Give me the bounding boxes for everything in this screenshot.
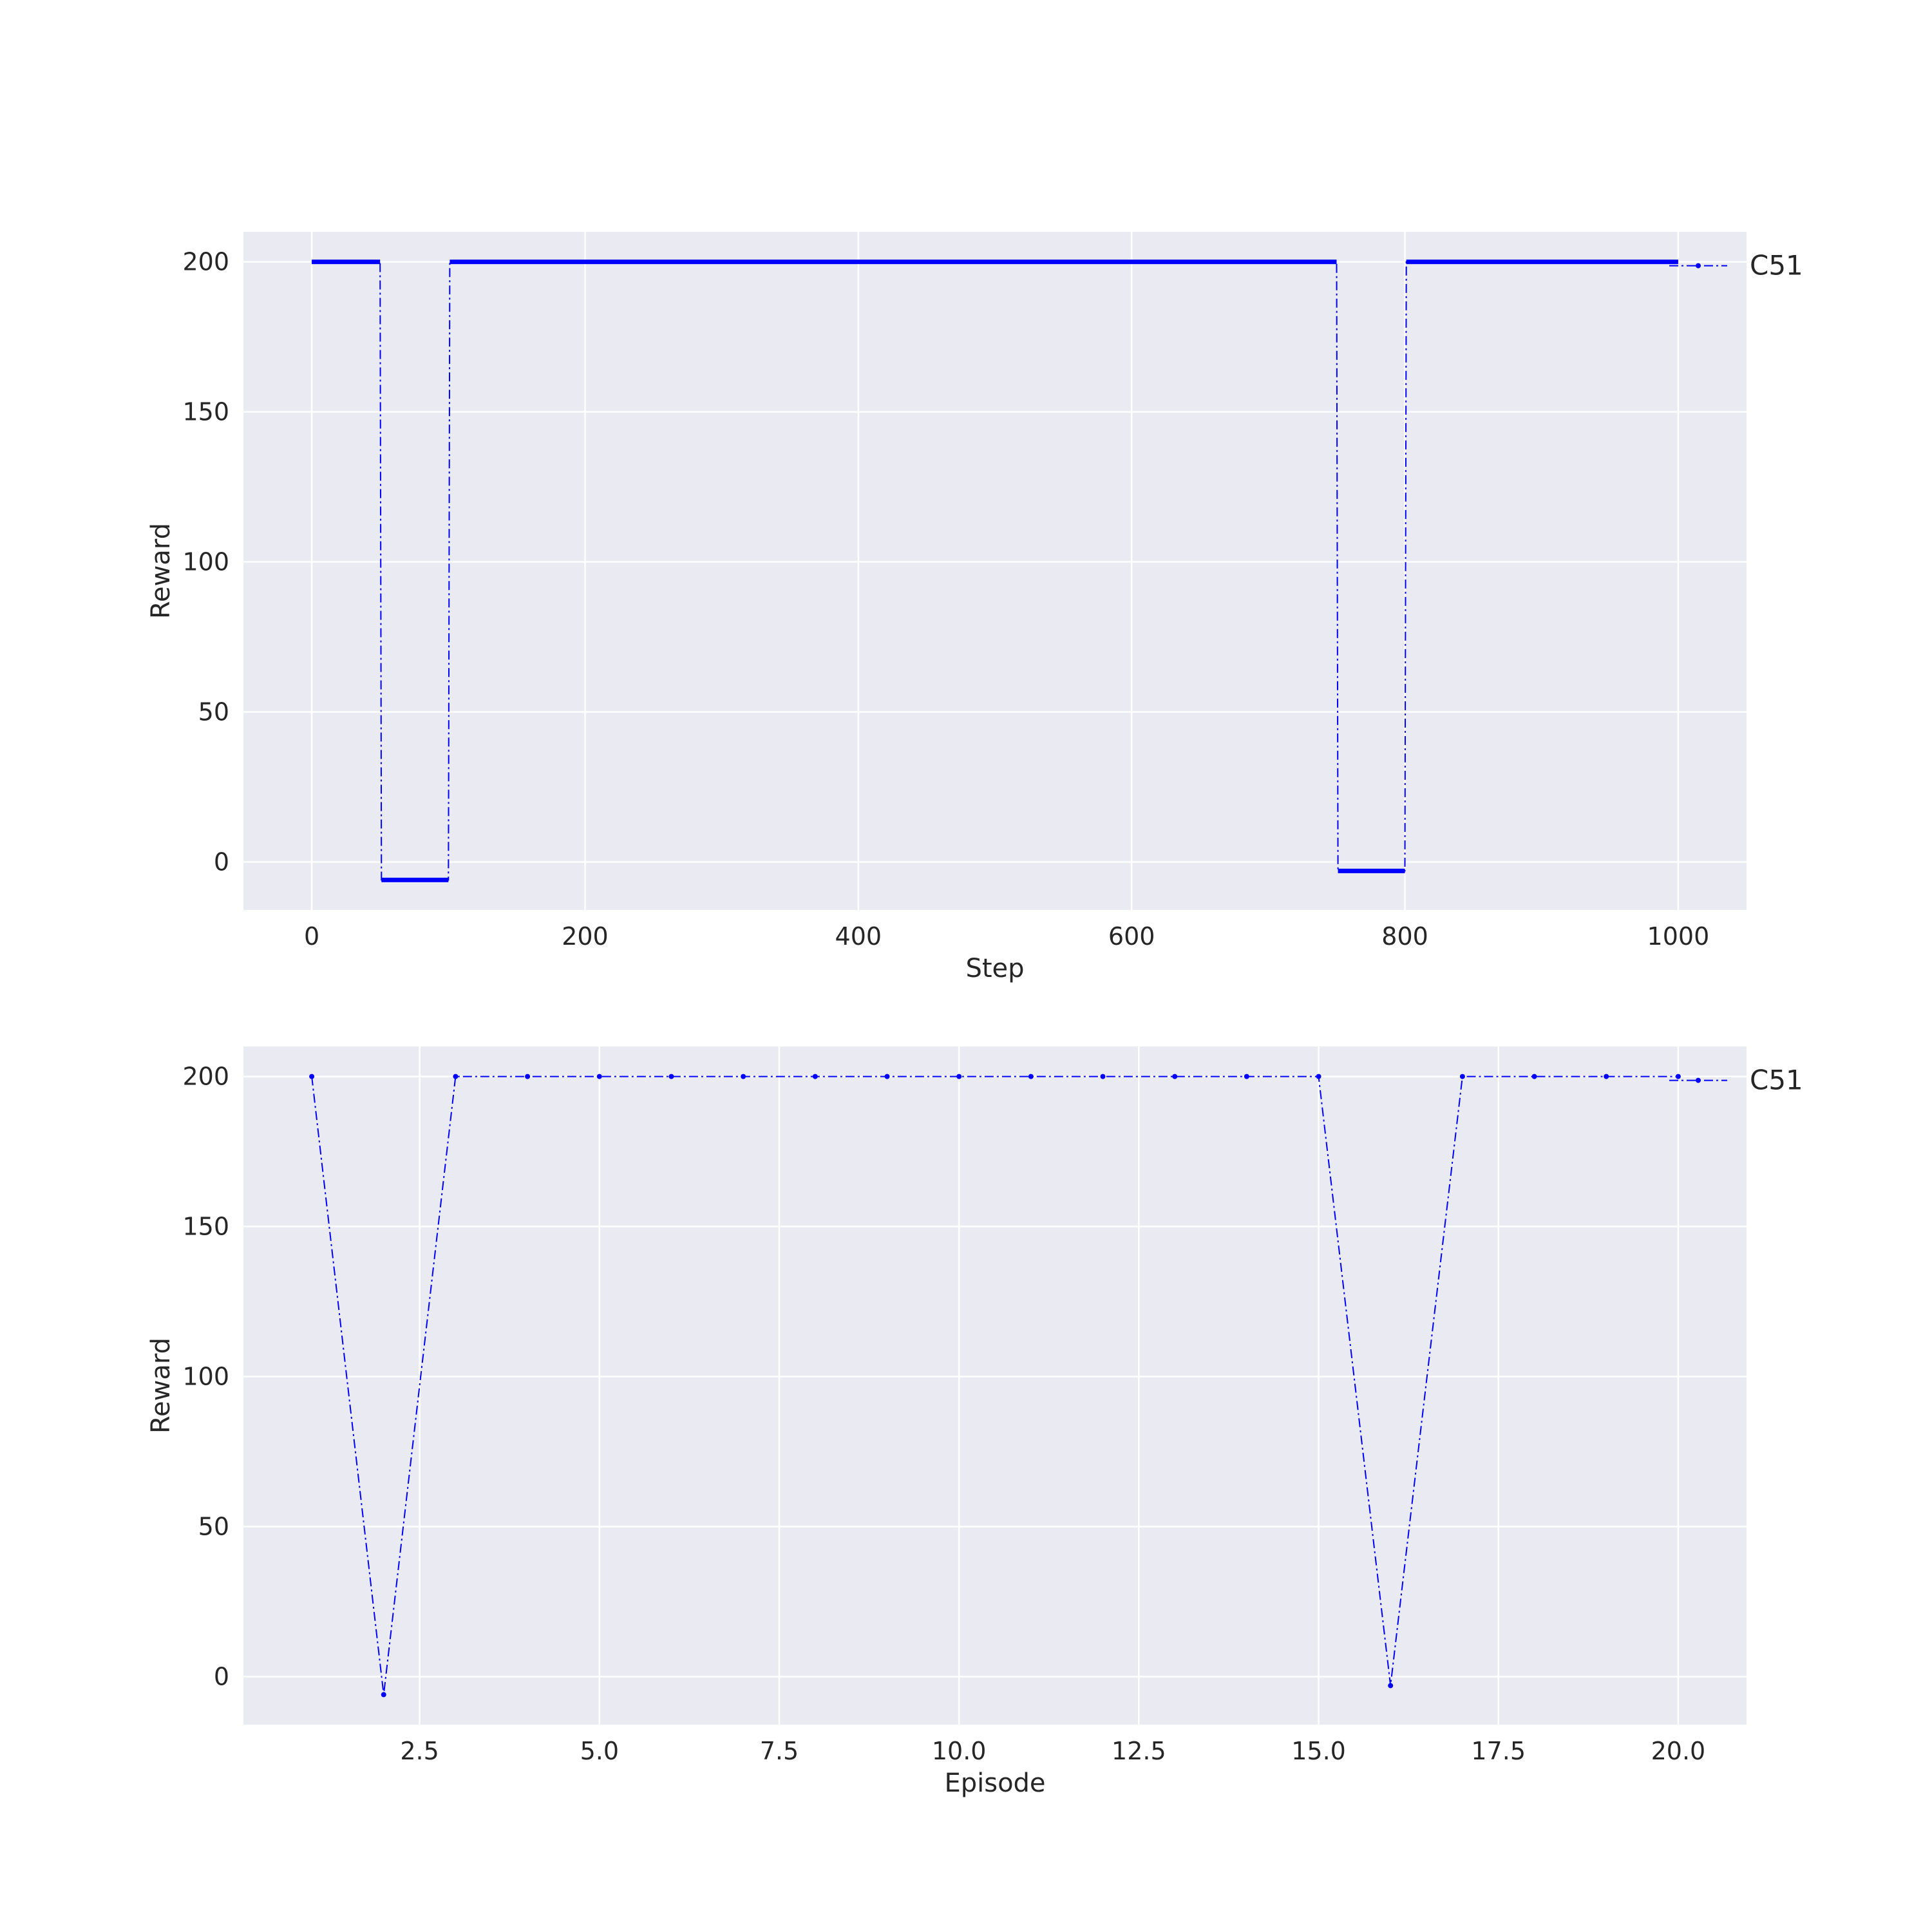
data-point	[309, 1074, 315, 1079]
y-tick-label: 0	[214, 1662, 229, 1690]
x-tick-label: 17.5	[1471, 1737, 1526, 1765]
x-tick-label: 2.5	[400, 1737, 439, 1765]
x-tick-label: 200	[562, 922, 609, 951]
series-line-C51	[311, 1075, 1678, 1695]
x-tick-label: 7.5	[760, 1737, 799, 1765]
plot-area	[243, 1046, 1747, 1725]
x-tick-label: 15.0	[1291, 1737, 1346, 1765]
data-point	[381, 1692, 386, 1698]
chart-panel-2: 0 50 100 150 200 2.5 5.0 7.5 10.0 12.5 15.0 17.5 20.…	[146, 1046, 1803, 1798]
data-point	[1459, 1074, 1465, 1079]
data-point	[1675, 1074, 1681, 1079]
y-tick-label: 50	[198, 1512, 229, 1540]
data-point	[741, 1074, 746, 1079]
x-tick-label: 600	[1108, 922, 1155, 951]
data-point	[1531, 1074, 1537, 1079]
y-tick-label: 50	[198, 697, 229, 726]
legend-label: C51	[1750, 250, 1803, 281]
legend-marker	[1696, 1077, 1701, 1083]
data-point	[1244, 1074, 1249, 1079]
data-point	[884, 1074, 890, 1079]
y-tick-label: 100	[182, 1363, 229, 1391]
plot-area	[243, 232, 1747, 910]
x-tick-label: 5.0	[580, 1737, 619, 1765]
y-tick-label: 100	[182, 548, 229, 576]
data-point	[1100, 1074, 1106, 1079]
x-tick-label: 20.0	[1651, 1737, 1706, 1765]
data-point	[668, 1074, 674, 1079]
data-point	[525, 1074, 531, 1079]
legend-label: C51	[1750, 1065, 1803, 1096]
data-point	[812, 1074, 818, 1079]
data-point	[1388, 1683, 1394, 1689]
y-axis-label: Reward	[146, 1338, 176, 1434]
y-tick-label: 200	[182, 248, 229, 276]
y-tick-label: 150	[182, 398, 229, 426]
y-axis-label: Reward	[146, 523, 176, 619]
data-point	[453, 1074, 459, 1079]
y-tick-label: 150	[182, 1213, 229, 1241]
x-tick-label: 12.5	[1112, 1737, 1166, 1765]
x-tick-label: 0	[304, 922, 319, 951]
x-tick-label: 400	[835, 922, 882, 951]
x-tick-label: 800	[1381, 922, 1428, 951]
x-tick-label: 1000	[1647, 922, 1710, 951]
legend-marker	[1696, 263, 1701, 269]
data-point	[1316, 1074, 1321, 1079]
y-tick-label: 0	[214, 848, 229, 876]
data-point	[1604, 1074, 1609, 1079]
data-point	[956, 1074, 962, 1079]
x-tick-label: 10.0	[932, 1737, 987, 1765]
x-axis-label: Step	[965, 954, 1024, 983]
data-point	[596, 1074, 602, 1079]
x-axis-label: Episode	[944, 1768, 1045, 1798]
y-tick-label: 200	[182, 1063, 229, 1091]
chart-panel-1: 0 50 100 150 200 0 200 400 600 800 1000 Step Reward C…	[146, 232, 1803, 983]
data-point	[1028, 1074, 1034, 1079]
data-point	[1172, 1074, 1178, 1079]
